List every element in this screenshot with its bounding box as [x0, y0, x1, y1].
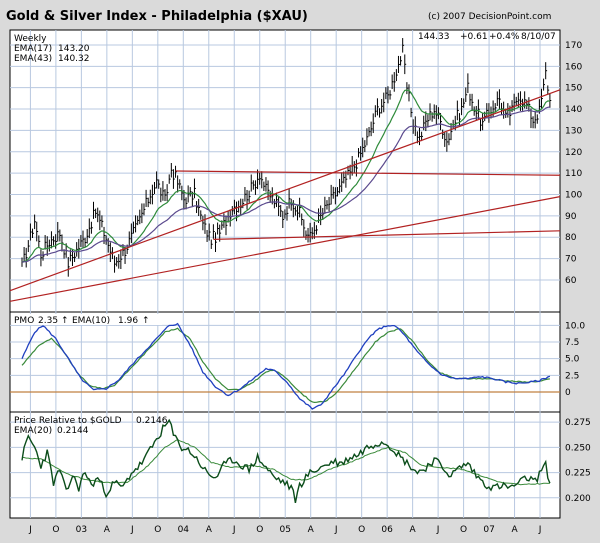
relative-ema-value: 0.2144 [57, 426, 89, 436]
y-tick-label: 70 [565, 255, 577, 265]
y-tick-label: 130 [565, 126, 582, 136]
last-price: 144.33 [418, 32, 450, 42]
y-tick-label: 150 [565, 84, 582, 94]
y-tick-label: 100 [565, 191, 582, 201]
price-change-pct: +0.4% [489, 32, 520, 42]
y-tick-label: 0.200 [565, 494, 591, 504]
price-date: 8/10/07 [521, 32, 556, 42]
x-tick-label: J [130, 525, 134, 535]
relative-line [21, 418, 551, 504]
pmo-signal-up-arrow-icon: ↑ [142, 316, 150, 326]
pmo-line [21, 322, 551, 410]
x-tick-label: J [232, 525, 236, 535]
x-tick-label: 05 [279, 525, 290, 535]
x-tick-label: 03 [76, 525, 87, 535]
period-label: Weekly [14, 34, 47, 44]
y-tick-label: 90 [565, 212, 577, 222]
x-tick-label: 07 [483, 525, 494, 535]
x-tick-label: J [538, 525, 542, 535]
relative-value: 0.2146 [136, 416, 168, 426]
x-tick-label: O [256, 525, 263, 535]
trendline [213, 230, 561, 240]
price-change: +0.61 [460, 32, 488, 42]
data-layer: J O 03 A J O 04 A J O 05 A J O 06 A J O 07 A J 60 70 80 90 100 110… [9, 38, 591, 535]
x-tick-label: J [28, 525, 32, 535]
chart-title: Gold & Silver Index - Philadelphia ($XAU… [6, 9, 308, 24]
y-tick-label: 170 [565, 41, 582, 51]
y-tick-label: 80 [565, 233, 577, 243]
pmo-up-arrow-icon: ↑ [61, 316, 69, 326]
pmo-label: PMO [14, 316, 34, 326]
x-tick-label: A [206, 525, 213, 535]
y-tick-label: 140 [565, 105, 582, 115]
x-tick-label: A [308, 525, 315, 535]
y-tick-label: 0 [565, 388, 571, 398]
trendline [9, 196, 561, 302]
ema43-label: EMA(43) [14, 54, 52, 64]
x-tick-label: 06 [381, 525, 393, 535]
ema17-label: EMA(17) [14, 44, 52, 54]
y-tick-label: 110 [565, 169, 582, 179]
relative-ema-line [22, 439, 550, 486]
pmo-value: 2.35 [38, 316, 58, 326]
x-tick-label: A [511, 525, 518, 535]
y-tick-label: 2.5 [565, 371, 579, 381]
x-tick-label: A [104, 525, 111, 535]
pmo-signal-value: 1.96 [118, 316, 138, 326]
x-tick-label: O [52, 525, 59, 535]
x-tick-label: O [358, 525, 365, 535]
y-tick-label: 0.250 [565, 443, 591, 453]
x-tick-label: J [436, 525, 440, 535]
ema43-value: 140.32 [58, 54, 90, 64]
trendline [175, 170, 561, 176]
chart-copyright: (c) 2007 DecisionPoint.com [428, 12, 551, 22]
relative-label: Price Relative to $GOLD [14, 416, 122, 426]
y-tick-label: 10.0 [565, 321, 585, 331]
pmo-signal-label: EMA(10) [72, 316, 110, 326]
y-tick-label: 0.275 [565, 418, 591, 428]
ema43-line [21, 106, 550, 263]
y-tick-label: 60 [565, 276, 577, 286]
ema17-value: 143.20 [58, 44, 90, 54]
y-tick-label: 5.0 [565, 355, 580, 365]
x-tick-label: O [154, 525, 161, 535]
y-tick-label: 120 [565, 148, 582, 158]
pmo-legend-bg [12, 314, 162, 325]
x-tick-label: J [334, 525, 338, 535]
trendline [9, 89, 561, 292]
x-tick-label: O [460, 525, 467, 535]
x-tick-label: A [410, 525, 417, 535]
ema17-line [21, 89, 550, 263]
y-tick-label: 7.5 [565, 338, 579, 348]
relative-ema-label: EMA(20) [14, 426, 52, 436]
y-tick-label: 160 [565, 62, 582, 72]
y-tick-label: 0.225 [565, 469, 591, 479]
x-tick-label: 04 [178, 525, 190, 535]
